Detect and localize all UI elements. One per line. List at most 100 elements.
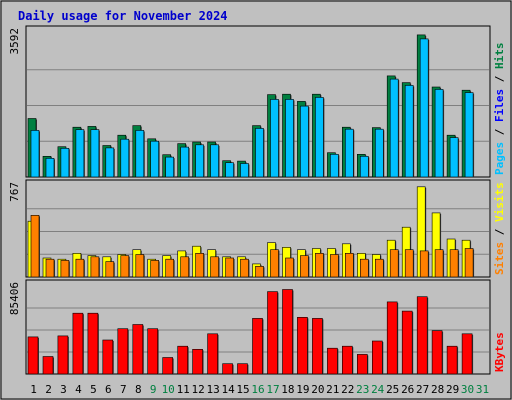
bar-files-day-19 bbox=[300, 105, 309, 178]
bar-kbytes-day-15 bbox=[237, 363, 248, 375]
bar-sites-day-30 bbox=[464, 248, 474, 278]
bar-sites-day-14 bbox=[225, 257, 234, 278]
x-tick-label-day-31: 31 bbox=[476, 383, 489, 396]
bar-files-day-5 bbox=[90, 129, 100, 178]
legend-item: KBytes bbox=[493, 332, 506, 372]
x-tick-label-day-13: 13 bbox=[206, 383, 219, 396]
legend-item: / bbox=[493, 222, 506, 242]
bar-files-day-23 bbox=[359, 156, 369, 178]
bar-sites-day-28 bbox=[434, 249, 444, 278]
bar-files-day-6 bbox=[105, 147, 115, 178]
bar-files-day-7 bbox=[120, 138, 130, 178]
bar-kbytes-day-12 bbox=[192, 348, 203, 375]
x-tick-label-day-28: 28 bbox=[431, 383, 444, 396]
bar-sites-day-20 bbox=[315, 253, 324, 278]
bar-sites-day-25 bbox=[389, 249, 399, 278]
bar-sites-day-29 bbox=[449, 249, 459, 278]
bar-kbytes-day-21 bbox=[327, 347, 338, 375]
x-tick-label-day-12: 12 bbox=[191, 383, 204, 396]
bar-sites-day-8 bbox=[135, 254, 145, 278]
bar-files-day-10 bbox=[165, 156, 174, 178]
bar-files-day-2 bbox=[45, 158, 55, 178]
bar-sites-day-6 bbox=[105, 261, 115, 278]
bar-files-day-3 bbox=[60, 148, 70, 178]
bar-files-day-13 bbox=[210, 144, 219, 178]
bar-sites-day-16 bbox=[255, 265, 264, 278]
panel-kbytes-legend: KBytes bbox=[493, 332, 506, 372]
bar-kbytes-day-8 bbox=[132, 324, 144, 375]
legend-item: Pages bbox=[493, 142, 506, 175]
bar-kbytes-day-14 bbox=[222, 363, 233, 375]
x-tick-label-day-30: 30 bbox=[461, 383, 474, 396]
bar-files-day-28 bbox=[434, 89, 444, 178]
bar-kbytes-day-27 bbox=[416, 296, 428, 375]
bar-files-day-18 bbox=[285, 99, 294, 178]
x-tick-label-day-5: 5 bbox=[90, 383, 97, 396]
bar-kbytes-day-4 bbox=[72, 312, 84, 375]
panel-hits-files-legend: Pages / Files / Hits bbox=[493, 43, 506, 176]
bar-files-day-25 bbox=[389, 78, 399, 178]
panel-hits-files-ymax-label: 3592 bbox=[8, 28, 21, 55]
bar-sites-day-5 bbox=[90, 256, 100, 278]
bar-kbytes-day-10 bbox=[162, 357, 173, 375]
bar-kbytes-day-2 bbox=[42, 356, 54, 375]
bar-sites-day-12 bbox=[195, 253, 204, 278]
bar-files-day-22 bbox=[344, 128, 354, 178]
x-tick-label-day-6: 6 bbox=[105, 383, 112, 396]
bar-kbytes-day-19 bbox=[297, 316, 308, 375]
x-tick-label-day-18: 18 bbox=[281, 383, 294, 396]
bar-kbytes-day-17 bbox=[267, 291, 278, 375]
bar-kbytes-day-25 bbox=[386, 301, 398, 375]
x-tick-label-day-11: 11 bbox=[177, 383, 190, 396]
bar-sites-day-27 bbox=[419, 250, 429, 278]
x-tick-label-day-3: 3 bbox=[60, 383, 67, 396]
x-tick-label-day-14: 14 bbox=[221, 383, 235, 396]
legend-item: Visits bbox=[493, 182, 506, 222]
x-tick-label-day-8: 8 bbox=[135, 383, 142, 396]
bar-sites-day-19 bbox=[300, 255, 309, 278]
panel-visits-sites-legend: Sites / Visits bbox=[493, 182, 506, 275]
bar-kbytes-day-13 bbox=[207, 333, 218, 375]
bar-sites-day-24 bbox=[374, 258, 384, 278]
x-tick-label-day-27: 27 bbox=[416, 383, 429, 396]
bar-sites-day-15 bbox=[240, 258, 249, 278]
x-tick-label-day-20: 20 bbox=[311, 383, 324, 396]
bar-kbytes-day-22 bbox=[341, 345, 353, 375]
x-tick-label-day-9: 9 bbox=[150, 383, 157, 396]
bar-kbytes-day-23 bbox=[356, 354, 368, 375]
bar-files-day-4 bbox=[75, 129, 85, 178]
legend-item: Files bbox=[493, 89, 506, 122]
bar-sites-day-18 bbox=[285, 257, 294, 278]
bar-sites-day-22 bbox=[344, 253, 354, 278]
bar-sites-day-23 bbox=[359, 258, 369, 278]
bar-sites-day-17 bbox=[270, 249, 279, 278]
x-tick-label-day-15: 15 bbox=[236, 383, 249, 396]
bar-kbytes-day-11 bbox=[177, 345, 188, 375]
bar-files-day-1 bbox=[30, 130, 40, 178]
bar-sites-day-2 bbox=[45, 258, 55, 278]
bar-kbytes-day-20 bbox=[312, 318, 323, 375]
bar-kbytes-day-29 bbox=[446, 345, 458, 375]
x-tick-label-day-16: 16 bbox=[251, 383, 264, 396]
x-tick-label-day-2: 2 bbox=[45, 383, 52, 396]
bar-kbytes-day-30 bbox=[461, 333, 473, 375]
bar-kbytes-day-26 bbox=[401, 310, 413, 375]
x-tick-label-day-23: 23 bbox=[356, 383, 369, 396]
bar-files-day-30 bbox=[464, 92, 474, 178]
bar-kbytes-day-16 bbox=[252, 318, 263, 375]
bar-sites-day-10 bbox=[165, 258, 174, 278]
bar-sites-day-4 bbox=[75, 258, 85, 278]
bar-files-day-20 bbox=[315, 97, 324, 178]
legend-item: Hits bbox=[493, 43, 506, 70]
x-tick-label-day-29: 29 bbox=[446, 383, 459, 396]
bar-files-day-8 bbox=[135, 130, 145, 178]
x-tick-label-day-26: 26 bbox=[401, 383, 414, 396]
x-tick-label-day-4: 4 bbox=[75, 383, 82, 396]
x-tick-label-day-24: 24 bbox=[371, 383, 385, 396]
bar-kbytes-day-18 bbox=[282, 289, 293, 375]
bar-kbytes-day-28 bbox=[431, 330, 443, 375]
bar-sites-day-3 bbox=[60, 260, 70, 278]
bar-files-day-16 bbox=[255, 128, 264, 178]
x-tick-label-day-19: 19 bbox=[296, 383, 309, 396]
